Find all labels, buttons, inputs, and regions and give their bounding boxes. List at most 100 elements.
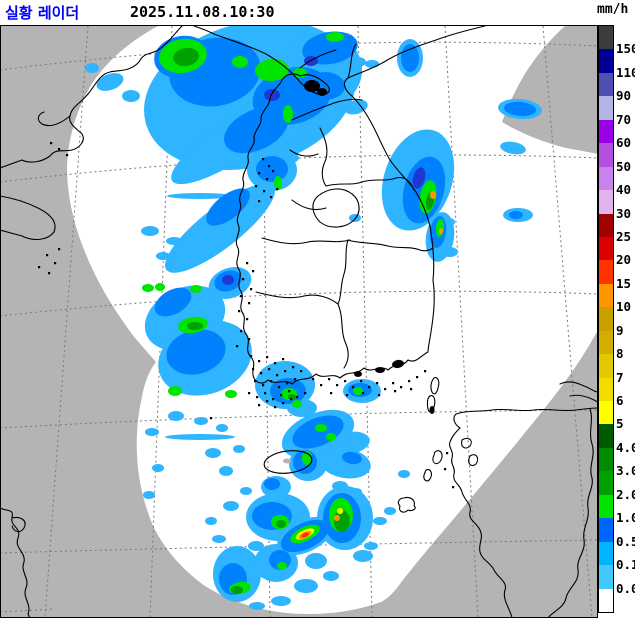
- legend-value-label: 9: [616, 322, 624, 338]
- header-bar: 실황 레이더 2025.11.08.10:30 mm/h: [0, 0, 635, 25]
- echo-blob: [334, 515, 340, 521]
- echo-blob: [225, 390, 237, 398]
- legend-value-label: 0.0: [616, 580, 635, 596]
- radar-map-canvas: [0, 20, 599, 619]
- echo-blob: [302, 31, 358, 65]
- echo-blob: [223, 501, 239, 511]
- echo-blob: [248, 541, 264, 551]
- echo-blob: [430, 191, 436, 199]
- echo-blob: [323, 571, 339, 581]
- legend-value-label: 150: [616, 41, 635, 57]
- echo-blob: [315, 424, 327, 432]
- legend-value-label: 40: [616, 182, 632, 198]
- echo-blob: [206, 188, 250, 226]
- legend-color-segment: [599, 96, 613, 120]
- legend-color-segment: [599, 166, 613, 191]
- echo-blob: [166, 329, 226, 375]
- legend-color-segment: [599, 119, 613, 144]
- jeju-island-outline: [263, 450, 313, 474]
- legend-color-segment: [599, 190, 613, 214]
- echo-blob: [401, 44, 419, 72]
- legend-value-label: 2.0: [616, 486, 635, 502]
- echo-blob: [152, 464, 164, 472]
- legend-color-segment: [599, 260, 613, 284]
- echo-blob: [240, 487, 252, 495]
- coastlines: [0, 25, 599, 619]
- echo-blob: [256, 156, 288, 182]
- legend-value-label: 15: [616, 275, 632, 291]
- echo-blob: [334, 510, 350, 532]
- map-border: [0, 25, 598, 618]
- echo-blob: [154, 287, 192, 317]
- legend-value-label: 10: [616, 299, 632, 315]
- echo-blob: [342, 451, 362, 465]
- echo-blob: [142, 284, 154, 292]
- echo-blob: [165, 183, 275, 273]
- legend-value-label: 70: [616, 111, 632, 127]
- rainfall-color-scale: [598, 25, 614, 613]
- echo-blob: [155, 283, 165, 291]
- echo-blob: [504, 101, 536, 117]
- echo-blob: [205, 517, 217, 525]
- legend-color-segment: [599, 49, 613, 73]
- legend-color-segment: [599, 424, 613, 448]
- echo-blob: [190, 285, 202, 293]
- echo-blob: [264, 89, 280, 101]
- echo-blob: [332, 481, 348, 491]
- echo-blob: [365, 60, 379, 68]
- echo-blob: [212, 535, 226, 543]
- echo-blob: [85, 63, 99, 73]
- echo-blob: [168, 386, 182, 396]
- legend-value-label: 5: [616, 416, 624, 432]
- echo-blob: [412, 167, 426, 189]
- legend-value-label: 6: [616, 393, 624, 409]
- echo-blob: [301, 532, 309, 538]
- legend-value-label: 7: [616, 369, 624, 385]
- echo-blob: [442, 247, 458, 257]
- echo-blob: [277, 562, 287, 570]
- echo-blob: [500, 141, 526, 155]
- legend-color-segment: [599, 213, 613, 237]
- legend-color-segment: [599, 236, 613, 261]
- echo-blob: [509, 211, 523, 219]
- echo-blob: [141, 226, 159, 236]
- echo-blob: [384, 507, 396, 515]
- echo-blob: [283, 105, 293, 123]
- echo-blob: [167, 193, 233, 199]
- echo-blob: [364, 542, 378, 550]
- echo-blob: [274, 176, 282, 190]
- echo-blob: [143, 491, 155, 499]
- legend-color-segment: [599, 307, 613, 331]
- echo-blob: [350, 57, 366, 67]
- echo-blob: [350, 488, 362, 496]
- echo-blob: [156, 252, 170, 260]
- legend-value-label: 110: [616, 64, 635, 80]
- echo-blob: [349, 214, 361, 222]
- legend-value-label: 50: [616, 158, 632, 174]
- hallasan-speck: [283, 458, 291, 464]
- echo-blob: [231, 586, 243, 594]
- island-dots: [38, 80, 455, 489]
- precipitation-echoes: [85, 20, 542, 610]
- radar-map: [0, 20, 599, 619]
- echo-blob: [222, 275, 234, 285]
- legend-color-segment: [599, 72, 613, 97]
- legend-value-label: 25: [616, 228, 632, 244]
- legend-color-segment: [599, 330, 613, 355]
- echo-blob: [205, 448, 221, 458]
- timestamp: 2025.11.08.10:30: [130, 3, 275, 21]
- echo-blob: [122, 90, 140, 102]
- echo-blob: [96, 73, 124, 91]
- echo-blob: [233, 445, 245, 453]
- legend-color-segment: [599, 588, 613, 612]
- legend-color-segment: [599, 354, 613, 378]
- echo-blob: [173, 47, 199, 67]
- echo-blob: [439, 228, 443, 234]
- echo-blob: [219, 466, 233, 476]
- echo-blob: [249, 602, 265, 610]
- echo-blob: [187, 322, 203, 330]
- legend-color-segment: [599, 143, 613, 167]
- echo-blob: [289, 136, 305, 146]
- legend-value-label: 1.0: [616, 510, 635, 526]
